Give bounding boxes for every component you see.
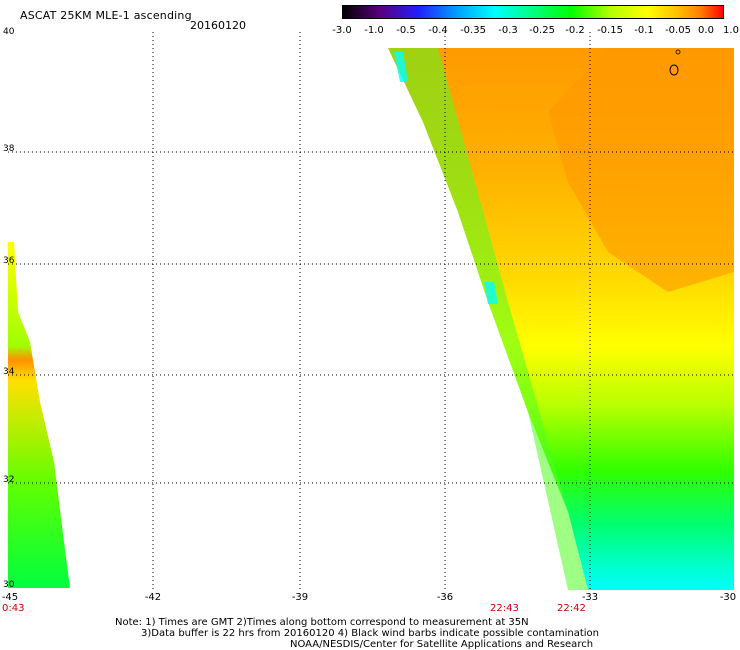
lon-label: -30 [719,592,737,603]
map-frame [8,32,734,590]
lat-gridlines [8,151,734,484]
colorbar-tick: -0.25 [529,25,555,36]
lon-label: -39 [291,592,309,603]
lon-gridlines [152,32,591,590]
east-swath-cyan-edge-2 [484,282,498,304]
colorbar-tick: -0.05 [665,25,691,36]
colorbar-tick: -1.0 [364,25,384,36]
colorbar-tick: -0.4 [428,25,448,36]
chart-date: 20160120 [190,19,246,32]
lat-label: 34 [3,367,15,377]
lon-label: -36 [436,592,454,603]
colorbar-tick: -3.0 [332,25,352,36]
lat-label: 32 [3,475,15,485]
contour-marker-small [675,49,681,55]
east-swath-orange-core [548,48,734,292]
west-swath [8,242,70,588]
colorbar-tick: -0.5 [396,25,416,36]
colorbar-tick: -0.1 [634,25,654,36]
lat-label: 36 [3,256,15,266]
time-label: 22:43 [490,603,519,614]
time-label: 0:43 [2,603,25,614]
note-line-1: Note: 1) Times are GMT 2)Times along bot… [115,617,529,628]
note-line-2: 3)Data buffer is 22 hrs from 20160120 4)… [141,628,599,639]
lat-label: 30 [3,580,15,590]
lon-label: -45 [1,592,19,603]
colorbar-tick: -0.15 [597,25,623,36]
lat-label: 40 [3,27,15,37]
contour-marker [669,64,679,76]
chart-title: ASCAT 25KM MLE-1 ascending [20,9,192,22]
lon-label: -42 [144,592,162,603]
lat-label: 38 [3,144,15,154]
colorbar-tick: 1.0 [723,25,739,36]
colorbar-tick-labels: -3.0 -1.0 -0.5 -0.4 -0.35 -0.3 -0.25 -0.… [326,25,740,37]
wind-field-map [8,32,734,590]
colorbar [342,5,724,19]
note-line-3: NOAA/NESDIS/Center for Satellite Applica… [290,639,594,650]
colorbar-tick: -0.35 [460,25,486,36]
colorbar-tick: -0.2 [565,25,585,36]
colorbar-tick: -0.3 [498,25,518,36]
time-label: 22:42 [557,603,586,614]
east-swath-edge [388,48,588,590]
lon-label: -33 [581,592,599,603]
colorbar-tick: 0.0 [698,25,714,36]
east-swath-cyan-edge [394,52,408,82]
